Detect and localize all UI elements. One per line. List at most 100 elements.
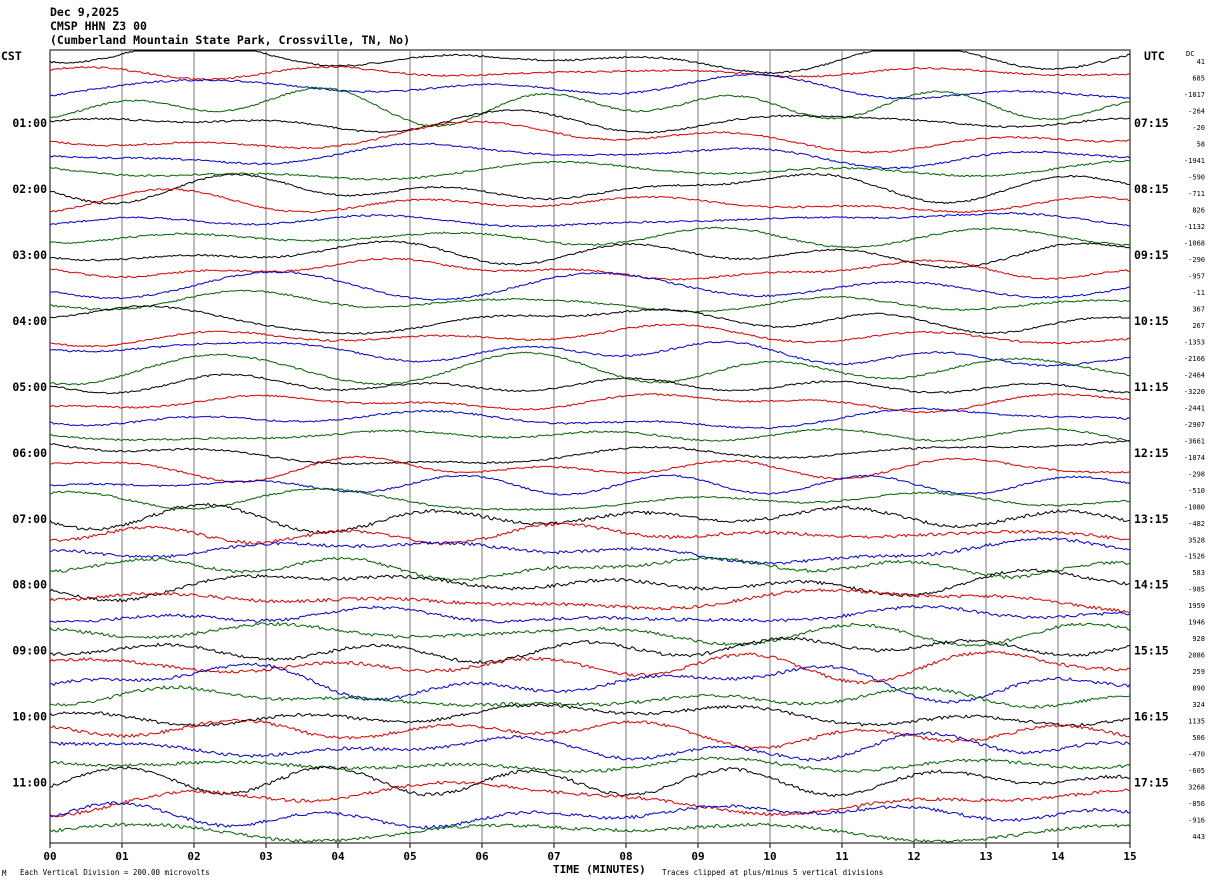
dc-offset-value: 259	[1192, 668, 1205, 676]
dc-offset-value: -2166	[1184, 355, 1205, 363]
x-tick-label: 08	[619, 850, 632, 863]
dc-offset-value: 928	[1192, 635, 1205, 643]
x-axis-ticks: 00 01 02 03 04 05 06 07 08 09 10 11 12 13 14 15	[43, 843, 1137, 863]
x-tick-label: 05	[403, 850, 416, 863]
seismic-trace	[49, 427, 1131, 442]
x-tick-label: 04	[331, 850, 345, 863]
x-tick-label: 11	[835, 850, 849, 863]
seismic-trace	[49, 636, 1131, 664]
seismic-trace	[49, 142, 1131, 170]
dc-offset-value: -2907	[1184, 421, 1205, 429]
x-tick-label: 01	[115, 850, 129, 863]
dc-offset-value: 41	[1197, 58, 1205, 66]
seismic-trace	[50, 605, 1131, 624]
left-hour-label: 03:00	[12, 248, 47, 262]
seismic-trace	[49, 685, 1131, 709]
dc-offset-value: 2086	[1188, 652, 1205, 660]
left-hour-label: 02:00	[12, 182, 47, 196]
right-hour-label: 16:15	[1134, 710, 1169, 724]
seismic-trace	[49, 440, 1131, 466]
left-hour-label: 06:00	[12, 446, 47, 460]
seismic-trace	[49, 373, 1131, 395]
left-hour-label: 11:00	[12, 776, 47, 790]
dc-offset-value: -264	[1188, 107, 1205, 115]
dc-offset-value: 685	[1192, 74, 1205, 82]
seismic-trace	[49, 588, 1131, 614]
seismic-trace	[49, 65, 1131, 81]
seismic-trace	[49, 731, 1131, 762]
dc-offset-value: 1959	[1188, 602, 1205, 610]
seismic-trace	[49, 522, 1131, 546]
seismic-trace	[49, 801, 1131, 830]
x-tick-label: 14	[1051, 850, 1065, 863]
right-hour-label: 13:15	[1134, 512, 1169, 526]
seismic-trace	[49, 86, 1130, 128]
x-tick-label: 12	[907, 850, 920, 863]
dc-offset-value: 3528	[1188, 536, 1205, 544]
dc-offset-value: -985	[1188, 586, 1205, 594]
seismic-trace	[49, 351, 1131, 386]
seismic-trace	[50, 257, 1131, 281]
chart-location: (Cumberland Mountain State Park, Crossvi…	[50, 33, 410, 47]
dc-offset-value: -590	[1188, 173, 1205, 181]
dc-offset-value: -605	[1188, 767, 1205, 775]
dc-offset-value: -298	[1188, 470, 1205, 478]
dc-offset-value: -856	[1188, 800, 1205, 808]
right-hour-label: 14:15	[1134, 578, 1169, 592]
dc-offset-value: 58	[1197, 140, 1205, 148]
dc-offset-value: 443	[1192, 833, 1205, 841]
dc-offset-labels: 41685-1817-264-2058-1941-590-711826-1132…	[1184, 58, 1205, 841]
seismic-trace	[49, 407, 1131, 429]
x-tick-label: 02	[187, 850, 200, 863]
dc-offset-value: 267	[1192, 322, 1205, 330]
seismic-trace	[49, 756, 1131, 774]
dc-offset-value: -1526	[1184, 553, 1205, 561]
dc-offset-value: 367	[1192, 305, 1205, 313]
right-timezone-label: UTC	[1144, 49, 1165, 63]
right-hour-label: 09:15	[1134, 248, 1169, 262]
seismic-trace	[49, 568, 1131, 603]
seismic-trace	[49, 474, 1131, 496]
left-timezone-label: CST	[1, 49, 22, 63]
seismic-trace	[49, 650, 1131, 685]
x-tick-label: 15	[1123, 850, 1136, 863]
left-hour-label: 04:00	[12, 314, 47, 328]
right-hour-label: 12:15	[1134, 446, 1169, 460]
dc-offset-value: -20	[1192, 124, 1205, 132]
dc-offset-value: -3661	[1184, 437, 1205, 445]
seismic-trace	[49, 270, 1131, 301]
seismic-trace	[49, 537, 1131, 565]
right-hour-label: 07:15	[1134, 116, 1169, 130]
seismic-trace	[49, 502, 1131, 534]
dc-offset-value: -957	[1188, 272, 1205, 280]
dc-offset-value: 1946	[1188, 619, 1205, 627]
dc-offset-value: -482	[1188, 520, 1205, 528]
seismic-trace	[50, 662, 1131, 704]
dc-offset-value: -1068	[1184, 239, 1205, 247]
x-axis-title: TIME (MINUTES)	[553, 863, 646, 876]
dc-offset-value: -3220	[1184, 388, 1205, 396]
dc-offset-value: 826	[1192, 206, 1205, 214]
dc-offset-value: -2464	[1184, 371, 1205, 379]
left-hour-label: 10:00	[12, 710, 47, 724]
seismic-trace	[49, 718, 1131, 749]
seismic-trace	[49, 120, 1130, 154]
x-tick-label: 09	[691, 850, 704, 863]
chart-station: CMSP HHN Z3 00	[50, 19, 147, 33]
seismic-trace	[49, 487, 1131, 512]
seismic-trace	[49, 455, 1131, 484]
plot-frame	[49, 49, 1131, 844]
x-tick-label: 03	[259, 850, 272, 863]
left-hour-labels: 01:00 02:00 03:00 04:00 05:00 06:00 07:00 08:00…	[12, 116, 47, 790]
seismic-trace	[49, 392, 1131, 414]
right-hour-label: 17:15	[1134, 776, 1169, 790]
seismic-trace	[49, 240, 1131, 269]
dc-offset-value: -1874	[1184, 454, 1205, 462]
seismic-trace	[49, 50, 1131, 75]
dc-offset-value: 890	[1192, 685, 1205, 693]
x-tick-label: 06	[475, 850, 489, 863]
logo-mark: M	[2, 869, 7, 878]
chart-date: Dec 9,2025	[50, 5, 119, 19]
dc-offset-value: 1135	[1188, 718, 1205, 726]
